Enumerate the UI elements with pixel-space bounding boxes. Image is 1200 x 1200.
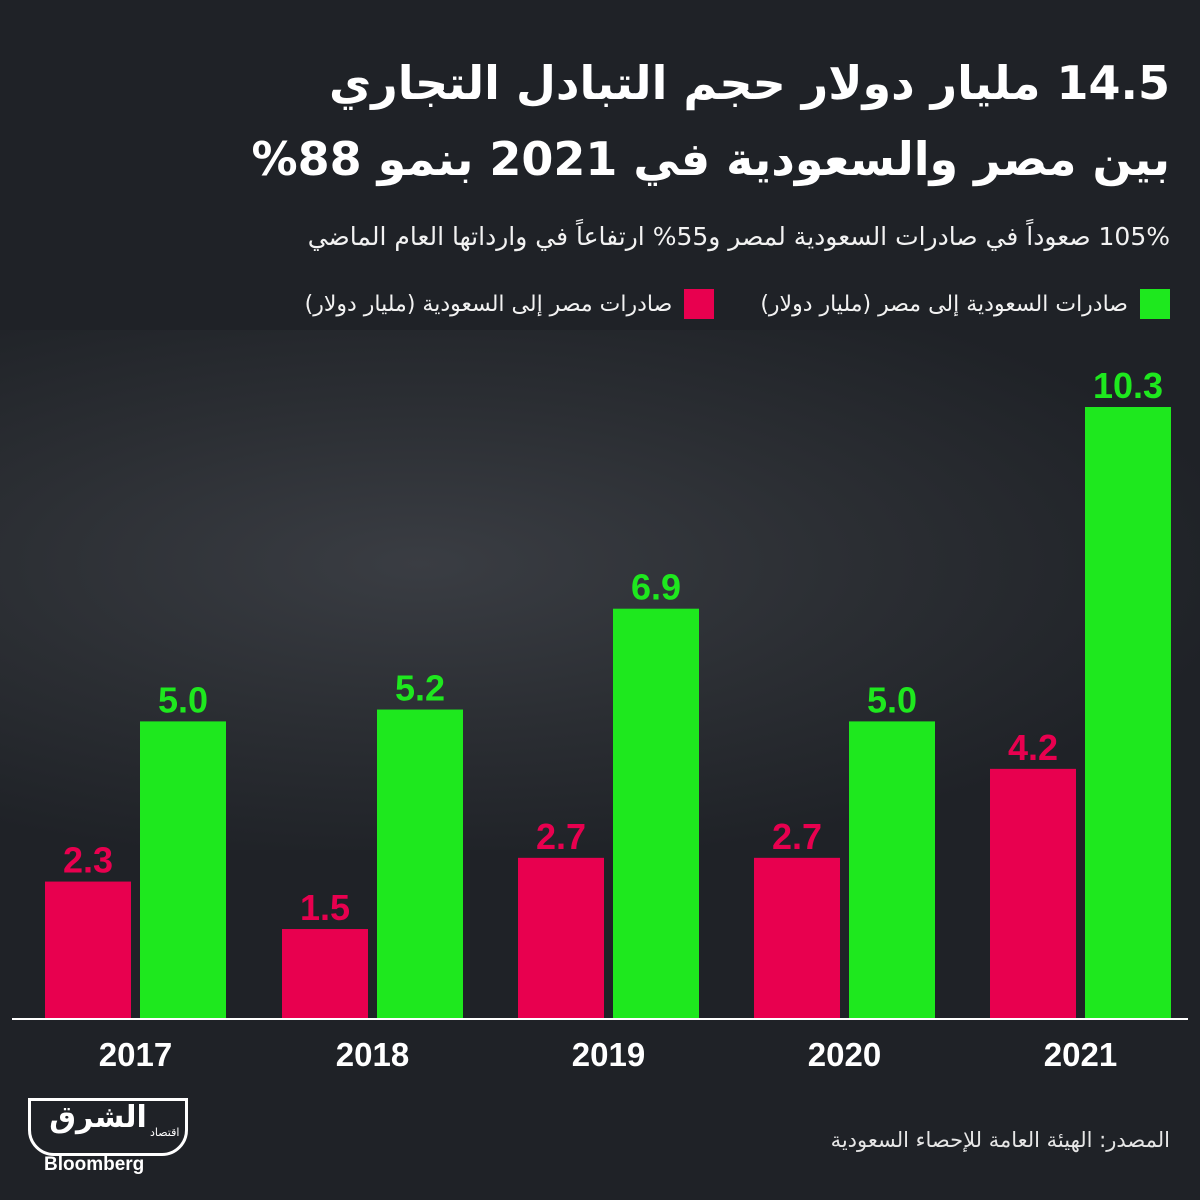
value-label-saudi-2020: 5.0 [867, 679, 917, 720]
x-tick-label-2020: 2020 [808, 1036, 881, 1073]
legend-label-saudi-exports: صادرات السعودية إلى مصر (مليار دولار) [760, 291, 1128, 317]
value-label-saudi-2021: 10.3 [1093, 365, 1163, 406]
value-label-saudi-2017: 5.0 [158, 679, 208, 720]
logo-main-text: الشرق [49, 1100, 147, 1135]
value-label-egypt-2018: 1.5 [300, 887, 350, 928]
logo-frame [28, 1098, 188, 1156]
logo-partner-text: Bloomberg [44, 1154, 145, 1175]
bar-saudi-exports-2021 [1085, 407, 1171, 1018]
x-tick-label-2019: 2019 [572, 1036, 645, 1073]
legend-swatch-red [684, 289, 715, 319]
x-tick-label-2018: 2018 [336, 1036, 409, 1073]
bar-chart: 2.3 5.0 2017 1.5 5.2 2018 2.7 6.9 2019 2.7 5.0 2020… [12, 365, 1188, 1073]
asharq-bloomberg-logo: الشرق اقتصاد Bloomberg [28, 1098, 194, 1178]
value-label-saudi-2019: 6.9 [631, 567, 681, 608]
value-label-saudi-2018: 5.2 [395, 668, 445, 709]
legend-item-saudi-exports: صادرات السعودية إلى مصر (مليار دولار) [760, 289, 1170, 319]
value-label-egypt-2021: 4.2 [1008, 727, 1058, 768]
chart-subtitle: 105% صعوداً في صادرات السعودية لمصر و55%… [307, 222, 1170, 251]
bar-saudi-exports-2017 [140, 721, 226, 1018]
value-label-egypt-2020: 2.7 [772, 816, 822, 857]
legend-swatch-green [1140, 289, 1170, 319]
bar-egypt-exports-2021 [990, 768, 1076, 1018]
source-note: المصدر: الهيئة العامة للإحصاء السعودية [830, 1128, 1170, 1152]
bar-egypt-exports-2017 [45, 881, 131, 1018]
bar-egypt-exports-2018 [282, 929, 368, 1018]
chart-legend: صادرات السعودية إلى مصر (مليار دولار) صا… [30, 284, 1170, 324]
logo-sub-text: اقتصاد [150, 1126, 180, 1139]
bar-egypt-exports-2019 [518, 857, 604, 1018]
bar-saudi-exports-2020 [849, 721, 935, 1018]
chart-title-line-1: 14.5 مليار دولار حجم التبادل التجاري [329, 56, 1170, 110]
value-label-egypt-2017: 2.3 [63, 840, 113, 881]
x-tick-label-2017: 2017 [99, 1036, 172, 1073]
x-tick-label-2021: 2021 [1044, 1036, 1117, 1073]
value-label-egypt-2019: 2.7 [536, 816, 586, 857]
bar-saudi-exports-2019 [613, 608, 699, 1018]
legend-label-egypt-exports: صادرات مصر إلى السعودية (مليار دولار) [304, 291, 673, 317]
legend-item-egypt-exports: صادرات مصر إلى السعودية (مليار دولار) [305, 289, 715, 319]
bar-saudi-exports-2018 [377, 709, 463, 1018]
bar-egypt-exports-2020 [754, 857, 840, 1018]
chart-title-line-2: بين مصر والسعودية في 2021 بنمو 88% [251, 132, 1170, 186]
